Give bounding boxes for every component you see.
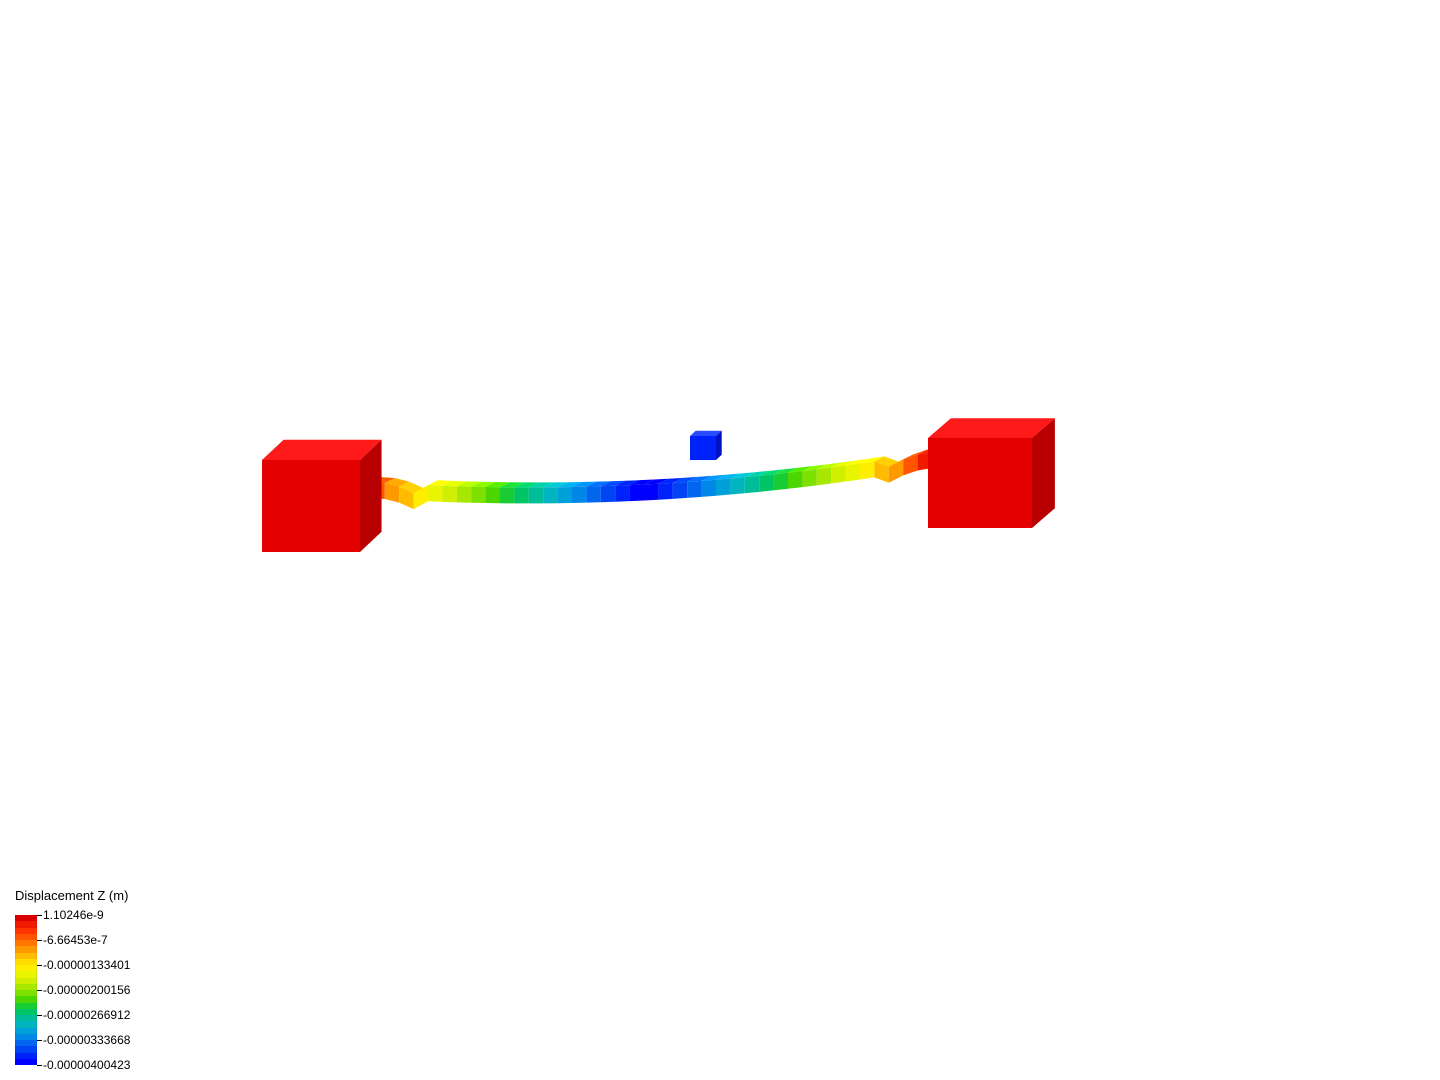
model-face [690, 436, 716, 460]
legend-swatch [15, 1059, 37, 1065]
model-face [774, 473, 788, 491]
legend-tick [37, 915, 42, 916]
legend-label: -0.00000200156 [43, 983, 130, 997]
model-face [673, 482, 687, 499]
model-face [471, 487, 485, 503]
model-face [860, 461, 874, 479]
model-face [543, 487, 557, 503]
legend-label: -0.00000133401 [43, 958, 130, 972]
legend-label: -6.66453e-7 [43, 933, 108, 947]
legend-tick [37, 965, 42, 966]
legend-tick [37, 1015, 42, 1016]
legend-label: -0.00000400423 [43, 1058, 130, 1072]
model-face [644, 484, 658, 501]
model-face [514, 487, 528, 503]
legend-labels: 1.10246e-9-6.66453e-7-0.00000133401-0.00… [43, 915, 193, 1065]
legend-label: -0.00000333668 [43, 1033, 130, 1047]
model-face [486, 487, 500, 503]
model-face [817, 467, 831, 485]
model-face [615, 485, 629, 502]
legend-title: Displacement Z (m) [15, 888, 193, 903]
model-face [601, 486, 615, 503]
model-face [745, 476, 759, 493]
legend-tick [37, 1040, 42, 1041]
model-face [262, 460, 360, 552]
model-face [572, 487, 586, 503]
model-face [529, 487, 543, 503]
color-legend: Displacement Z (m) 1.10246e-9 -6.66453e-7… [15, 888, 193, 1065]
model-face [788, 471, 802, 489]
legend-label: 1.10246e-9 [43, 908, 104, 922]
legend-body: 1.10246e-9-6.66453e-7-0.00000133401-0.00… [15, 915, 193, 1065]
model-face [831, 466, 845, 484]
model-face [500, 487, 514, 503]
model-face [428, 485, 442, 502]
model-face [630, 485, 644, 502]
legend-label: -0.00000266912 [43, 1008, 130, 1022]
model-face [457, 486, 471, 502]
model-face [558, 487, 572, 503]
model-face [442, 486, 456, 502]
legend-tick [37, 940, 42, 941]
model-face [802, 469, 816, 487]
model-face [702, 480, 716, 497]
model-face [846, 464, 860, 482]
legend-tick [37, 990, 42, 991]
model-face [759, 474, 773, 491]
legend-tick [37, 1065, 42, 1066]
model-face [730, 477, 744, 494]
model-face [586, 486, 600, 502]
model-face [716, 479, 730, 496]
model-face [687, 481, 701, 498]
model-face [928, 438, 1032, 528]
legend-colorbar [15, 915, 37, 1065]
model-face [903, 454, 917, 475]
model-face [658, 483, 672, 500]
fem-result-viewport [0, 0, 1440, 1080]
